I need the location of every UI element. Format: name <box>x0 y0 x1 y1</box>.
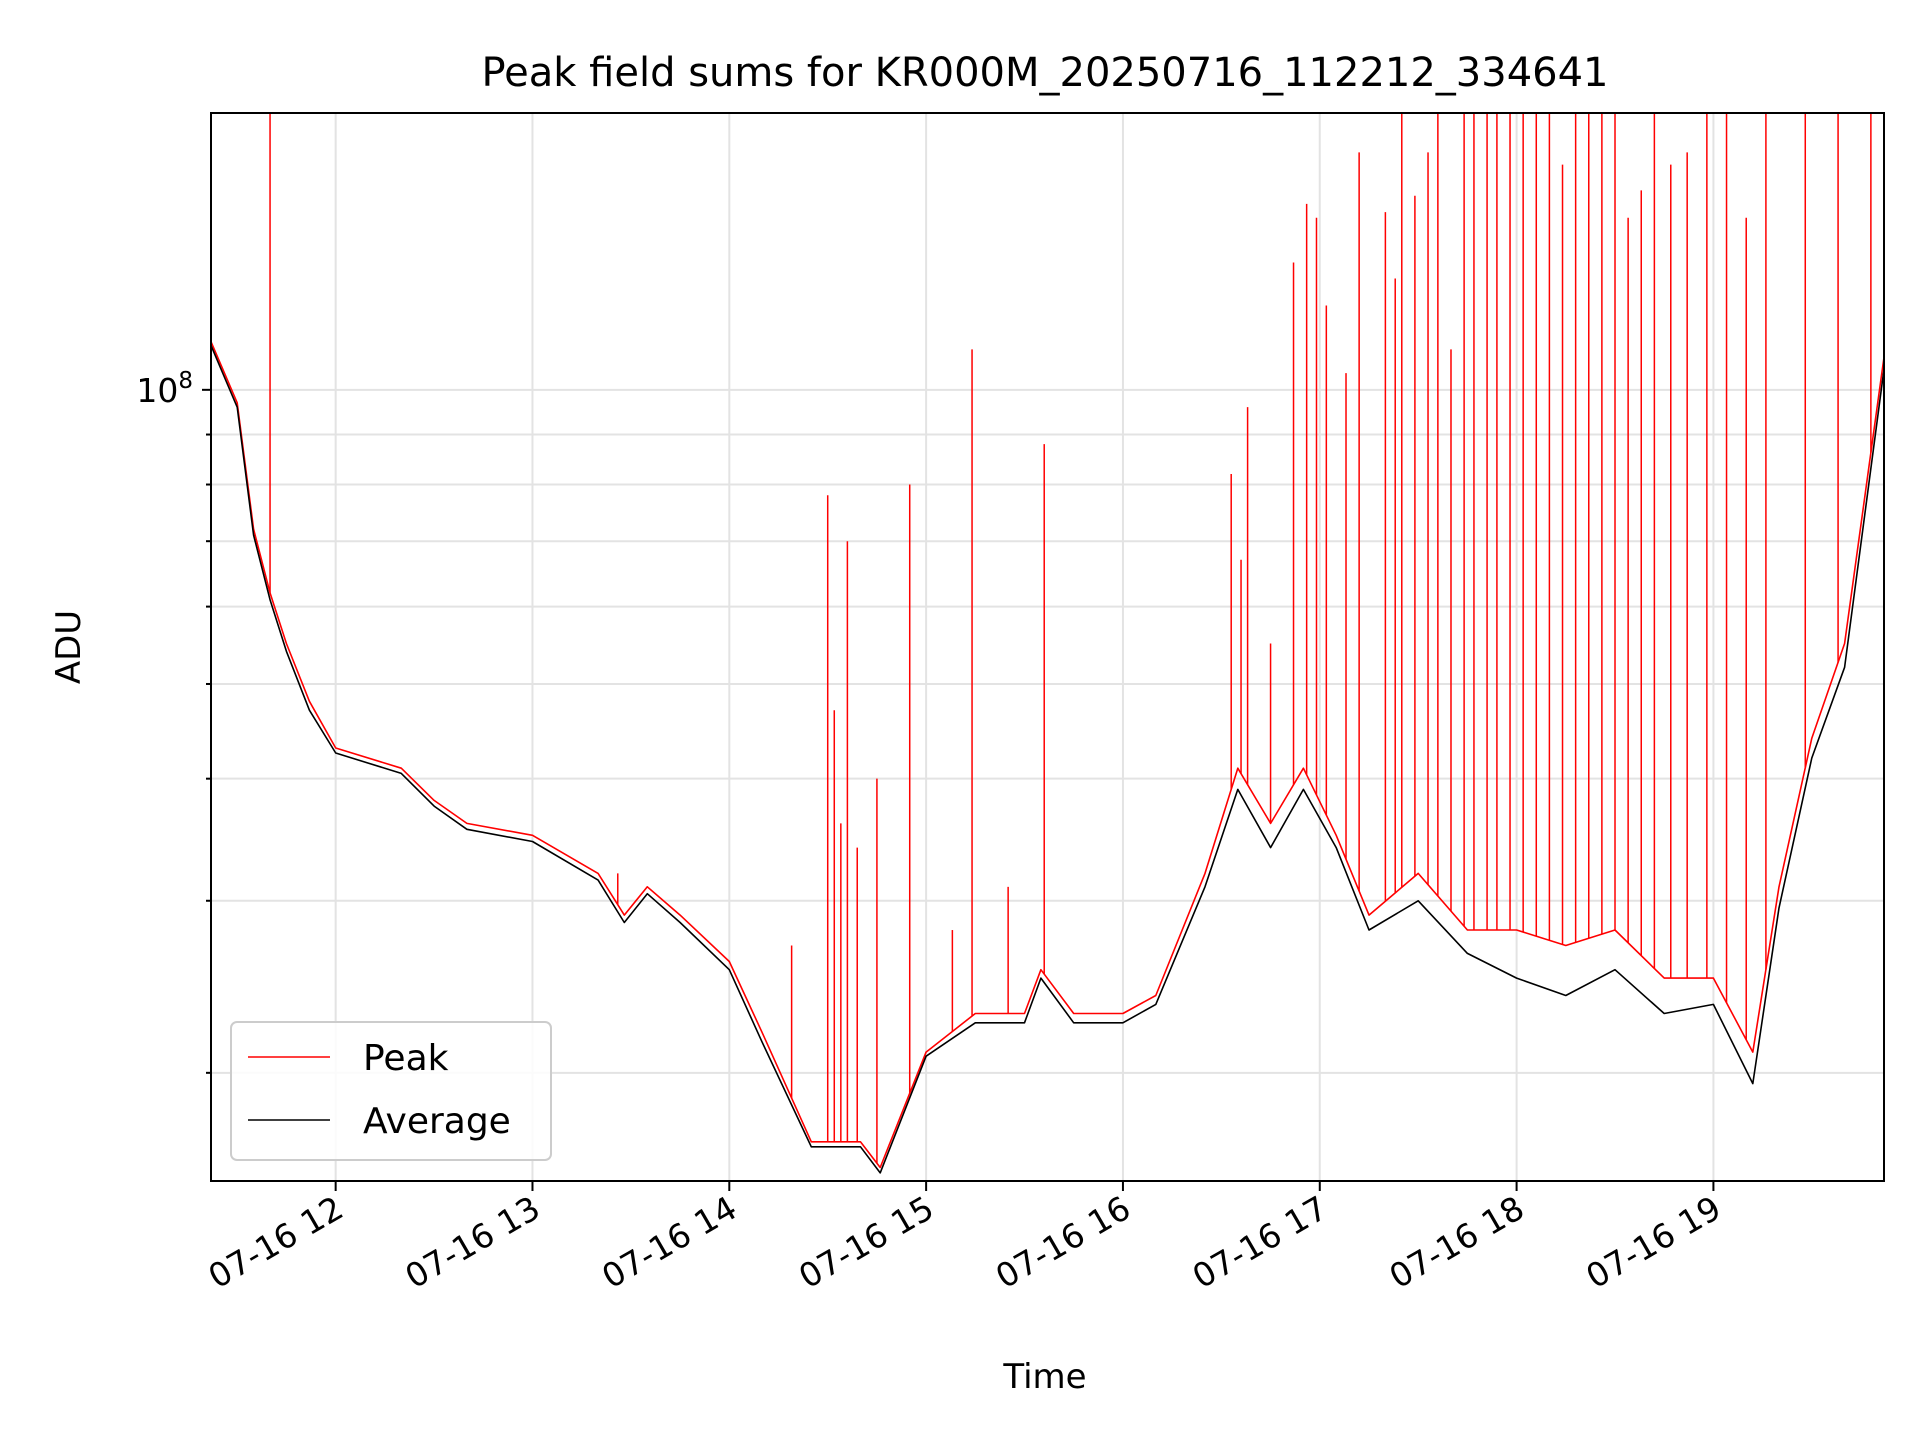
chart-title: Peak field sums for KR000M_20250716_1122… <box>481 50 1608 96</box>
legend-label-average: Average <box>363 1101 511 1142</box>
series-line-peak <box>211 341 1884 1169</box>
plot-lines <box>211 113 1884 1174</box>
x-axis-label: Time <box>1002 1357 1086 1397</box>
series-line-average <box>211 345 1884 1174</box>
grid-lines <box>211 113 1884 1181</box>
legend-label-peak: Peak <box>363 1038 449 1079</box>
plot-frame <box>210 112 1885 1182</box>
legend: Peak Average <box>230 1021 552 1161</box>
y-axis-label: ADU <box>49 610 89 684</box>
